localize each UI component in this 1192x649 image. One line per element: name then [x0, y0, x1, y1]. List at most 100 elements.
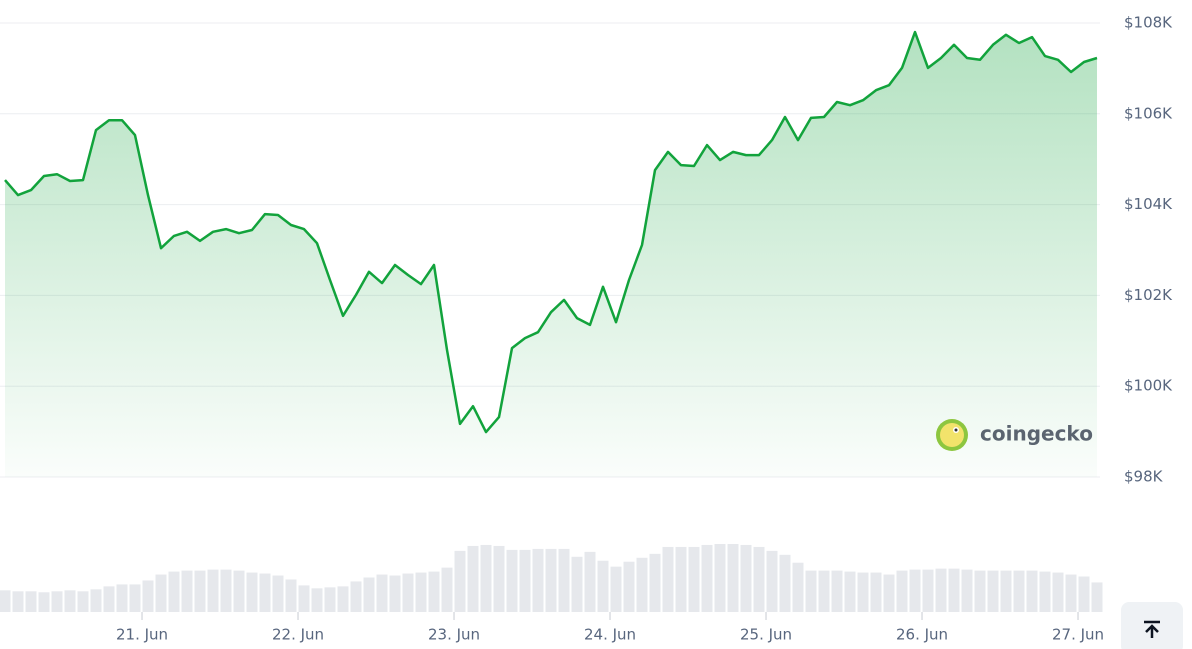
- volume-bar: [441, 567, 453, 612]
- y-tick-label: $100K: [1124, 377, 1173, 395]
- volume-bar: [168, 571, 180, 612]
- volume-bar: [402, 573, 414, 612]
- volume-bar: [311, 588, 323, 612]
- volume-bar: [363, 577, 375, 612]
- volume-bar: [1000, 570, 1012, 612]
- volume-bar: [701, 544, 713, 612]
- volume-bar: [662, 546, 674, 612]
- volume-bar: [987, 570, 999, 612]
- volume-bar: [12, 591, 24, 612]
- plot: $98K $100K $102K $104K $106K $108K 21. Jun 22. …: [0, 14, 1173, 644]
- volume-bar: [935, 568, 947, 612]
- volume-bar: [1026, 570, 1038, 612]
- volume-bar: [922, 569, 934, 612]
- volume-bar: [181, 570, 193, 612]
- volume-bar: [64, 590, 76, 612]
- volume-bar: [597, 560, 609, 612]
- volume-bar: [285, 579, 297, 612]
- volume-bar: [610, 566, 622, 612]
- y-tick-label: $106K: [1124, 104, 1173, 122]
- x-tick-label: 27. Jun: [1052, 626, 1104, 644]
- volume-bar: [246, 572, 258, 612]
- volume-bar: [688, 546, 700, 612]
- volume-bar: [1013, 570, 1025, 612]
- volume-bar: [584, 551, 596, 612]
- volume-bar: [532, 548, 544, 612]
- y-tick-label: $98K: [1124, 468, 1164, 486]
- volume-bar: [727, 543, 739, 612]
- volume-bar: [623, 561, 635, 612]
- x-tick-label: 24. Jun: [584, 626, 636, 644]
- watermark: coingecko: [980, 422, 1093, 446]
- y-tick-label: $102K: [1124, 286, 1173, 304]
- volume-bar: [233, 570, 245, 612]
- volume-bar: [844, 571, 856, 612]
- volume-bar: [753, 546, 765, 612]
- volume-bar: [805, 570, 817, 612]
- volume-bar: [493, 545, 505, 612]
- volume-bar: [675, 546, 687, 612]
- volume-bar: [272, 575, 284, 612]
- volume-bar: [415, 572, 427, 612]
- x-tick-label: 26. Jun: [896, 626, 948, 644]
- volume-bar: [545, 548, 557, 612]
- volume-bar: [428, 571, 440, 612]
- volume-bar: [155, 574, 167, 612]
- button-icon[interactable]: [1144, 620, 1160, 638]
- volume-bar: [883, 574, 895, 612]
- volume-bar: [142, 580, 154, 612]
- area-fill: [5, 32, 1097, 477]
- volume-bar: [519, 549, 531, 612]
- x-tick-label: 25. Jun: [740, 626, 792, 644]
- volume-bar: [51, 591, 63, 612]
- volume-bar: [337, 586, 349, 612]
- volume-bar: [571, 556, 583, 612]
- volume-bar: [376, 574, 388, 612]
- volume-bar: [896, 570, 908, 612]
- x-tick-label: 21. Jun: [116, 626, 168, 644]
- volume-bar: [77, 591, 89, 612]
- volume-bar: [1091, 582, 1103, 612]
- x-tick-label: 22. Jun: [272, 626, 324, 644]
- x-tick-label: 23. Jun: [428, 626, 480, 644]
- volume-bar: [766, 550, 778, 612]
- volume-bar: [1078, 576, 1090, 612]
- volume-bar: [558, 548, 570, 612]
- logo: [936, 419, 968, 451]
- volume-bar: [948, 568, 960, 612]
- volume-bar: [103, 586, 115, 612]
- volume-bar: [129, 584, 141, 612]
- volume-bar: [25, 591, 37, 612]
- volume-bar: [90, 589, 102, 612]
- volume-bar: [636, 557, 648, 612]
- volume-bar: [350, 581, 362, 612]
- volume-bar: [116, 584, 128, 612]
- volume-bar: [1039, 571, 1051, 612]
- volume-bar: [194, 570, 206, 612]
- y-tick-label: $108K: [1124, 14, 1173, 32]
- volume-bar: [298, 585, 310, 612]
- volume-bar: [259, 573, 271, 612]
- volume-bar: [974, 570, 986, 612]
- volume-bar: [818, 570, 830, 612]
- scroll-top-button[interactable]: [1121, 602, 1183, 649]
- volume-bar: [961, 569, 973, 612]
- volume-bar: [1065, 574, 1077, 612]
- volume-bar: [740, 544, 752, 612]
- volume-bar: [714, 543, 726, 612]
- volume-bar: [870, 572, 882, 612]
- volume-bar: [0, 590, 11, 612]
- price-line: [4, 30, 1098, 434]
- volume-bar: [909, 569, 921, 612]
- volume-bar: [467, 545, 479, 612]
- volume-bar: [324, 587, 336, 612]
- volume-bar: [649, 553, 661, 612]
- volume-bar: [792, 562, 804, 612]
- volume-bar: [506, 549, 518, 612]
- volume-bar: [454, 550, 466, 612]
- volume-bar: [831, 570, 843, 612]
- volume-bar: [857, 572, 869, 612]
- volume-bar: [207, 569, 219, 612]
- volume-bar: [220, 569, 232, 612]
- volume-bar: [1052, 572, 1064, 612]
